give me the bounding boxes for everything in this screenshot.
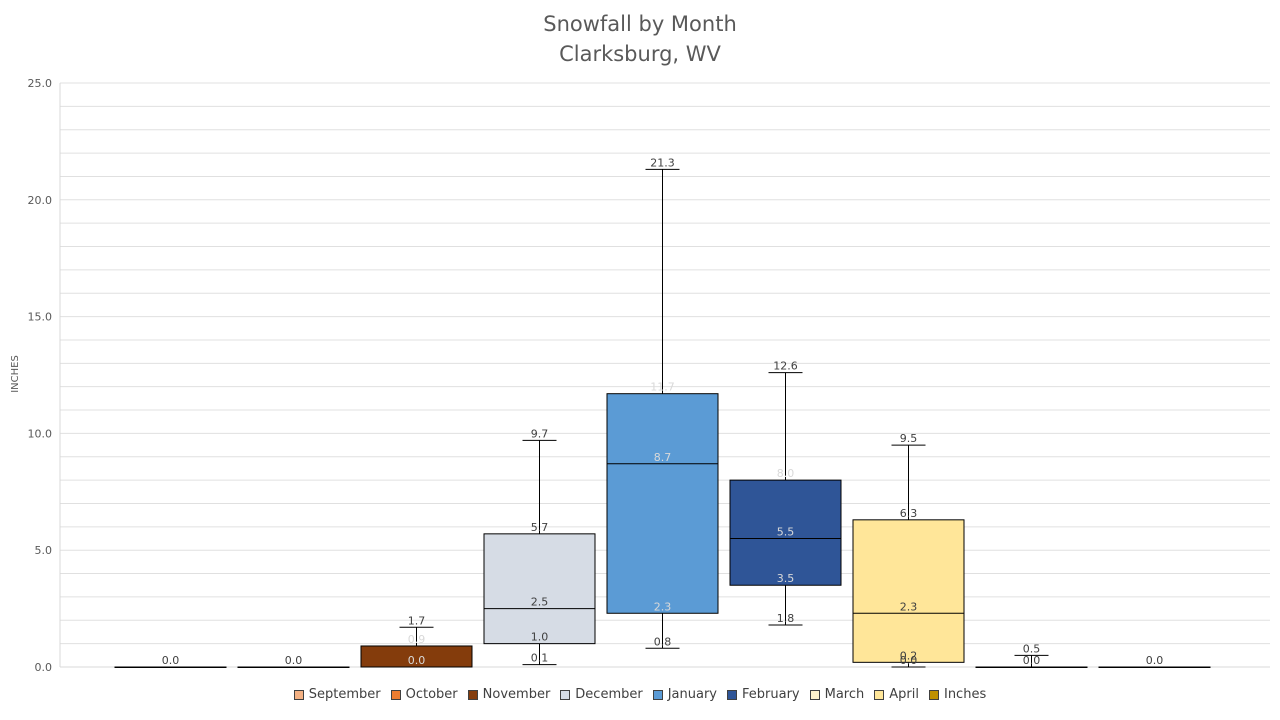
box-body — [483, 533, 596, 645]
data-label: 0.8 — [654, 635, 672, 648]
data-label: 0.2 — [900, 649, 918, 662]
legend-item: April — [874, 687, 919, 702]
legend-swatch — [560, 689, 571, 700]
legend-item: February — [727, 687, 800, 702]
legend-item: January — [652, 687, 718, 702]
legend-label: November — [482, 687, 551, 702]
legend-item: September — [293, 687, 381, 702]
y-tick-label: 10.0 — [28, 427, 53, 440]
data-label: 5.5 — [777, 526, 795, 539]
y-tick-label: 15.0 — [28, 311, 53, 324]
data-label: 21.3 — [650, 156, 675, 169]
legend: September October November December January F… — [0, 687, 1280, 702]
legend-item: Inches — [928, 687, 987, 702]
legend-label: February — [742, 687, 800, 702]
legend-swatch — [727, 689, 738, 700]
box-4: 9.7 5.7 2.5 1.0 0.1 — [483, 427, 596, 666]
legend-label: October — [405, 687, 458, 702]
box-7: 9.5 6.3 2.3 0.20.0 — [852, 432, 965, 668]
box-body — [729, 479, 842, 586]
legend-swatch — [809, 689, 820, 700]
legend-swatch — [652, 689, 663, 700]
data-label: 8.0 — [777, 467, 795, 480]
box-8: 0.50.0 — [975, 642, 1088, 668]
data-label: 9.5 — [900, 432, 918, 445]
data-label: 2.3 — [900, 600, 918, 613]
legend-label: December — [575, 687, 643, 702]
boxes: 0.0 0.0 1.7 0.9 0.0 9.7 5.7 2.5 1.0 0.1 21.3 11.7 8.… — [114, 156, 1211, 668]
data-label: 1.7 — [408, 614, 426, 627]
data-label: 5.7 — [531, 521, 549, 534]
data-label: 12.6 — [773, 360, 798, 373]
box-body — [606, 393, 719, 614]
legend-swatch — [874, 689, 885, 700]
legend-swatch — [467, 689, 478, 700]
box-2: 0.0 — [237, 654, 350, 668]
legend-label: March — [824, 687, 865, 702]
data-label: 11.7 — [650, 381, 675, 394]
data-label: 0.0 — [1146, 654, 1164, 667]
legend-item: October — [390, 687, 458, 702]
legend-label: Inches — [943, 687, 987, 702]
box-3: 1.7 0.9 0.0 — [360, 614, 473, 668]
data-label: 0.0 — [285, 654, 303, 667]
legend-item: December — [560, 687, 643, 702]
data-label: 0.0 — [162, 654, 180, 667]
legend-item: November — [467, 687, 551, 702]
legend-swatch — [293, 689, 304, 700]
box-1: 0.0 — [114, 654, 227, 668]
box-9: 0.0 — [1098, 654, 1211, 668]
y-tick-label: 20.0 — [28, 194, 53, 207]
box-body — [852, 519, 965, 663]
box-6: 12.6 8.0 5.5 3.5 1.8 — [729, 360, 842, 626]
y-tick-label: 25.0 — [28, 77, 53, 90]
legend-label: September — [308, 687, 381, 702]
data-label: 9.7 — [531, 427, 549, 440]
data-label: 1.8 — [777, 612, 795, 625]
data-label: 0.1 — [531, 652, 549, 665]
data-label: 2.5 — [531, 596, 549, 609]
data-label: 6.3 — [900, 507, 918, 520]
legend-swatch — [390, 689, 401, 700]
y-tick-label: 0.0 — [35, 661, 53, 674]
box-5: 21.3 11.7 8.7 2.3 0.8 — [606, 156, 719, 649]
legend-label: January — [667, 687, 718, 702]
data-label: 0.0 — [900, 654, 918, 667]
data-label: 2.3 — [654, 600, 672, 613]
legend-label: April — [889, 687, 919, 702]
chart-title: Snowfall by Month — [543, 12, 737, 36]
legend-item: March — [809, 687, 865, 702]
data-label: 8.7 — [654, 451, 672, 464]
data-label: 0.5 — [1023, 642, 1041, 655]
data-label: 0.0 — [408, 654, 426, 667]
data-label: 0.9 — [408, 633, 426, 646]
y-axis: 0.0 5.0 10.0 15.0 20.0 25.0 — [28, 77, 53, 674]
data-label: 1.0 — [531, 631, 549, 644]
y-tick-label: 5.0 — [35, 544, 53, 557]
data-label: 3.5 — [777, 572, 795, 585]
legend-swatch — [928, 689, 939, 700]
data-label: 0.0 — [1023, 654, 1041, 667]
chart-subtitle: Clarksburg, WV — [559, 42, 721, 66]
y-axis-label: INCHES — [10, 355, 21, 393]
